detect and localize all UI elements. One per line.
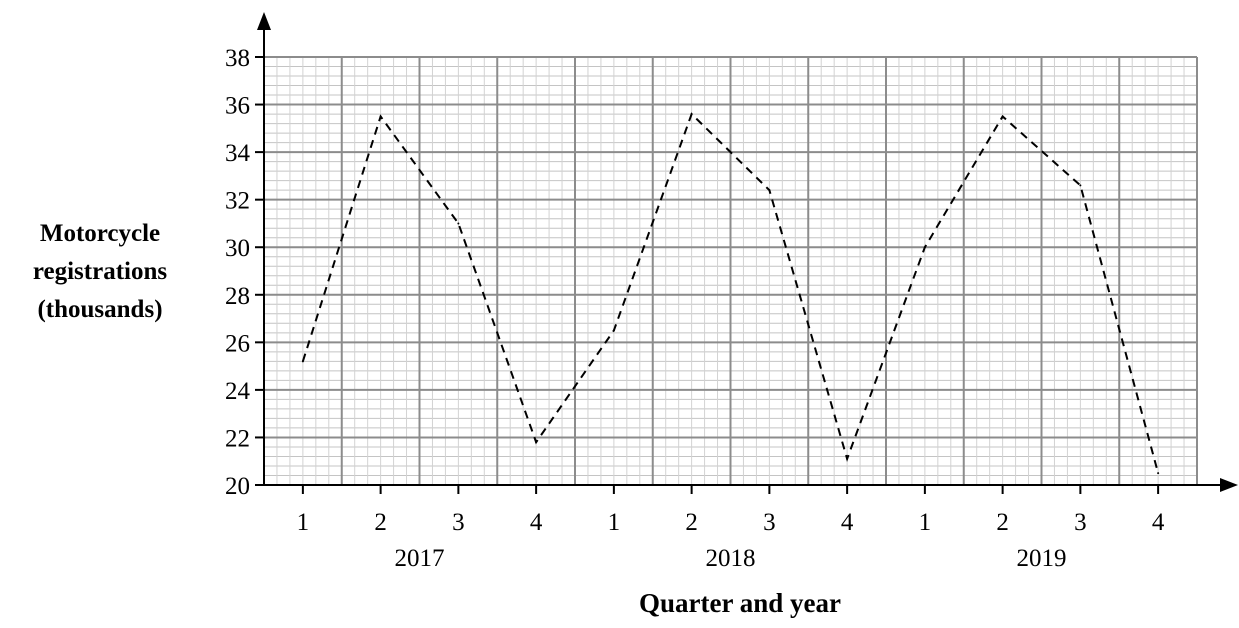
x-tick-label: 4 xyxy=(841,509,854,536)
y-tick-label: 24 xyxy=(225,378,251,405)
data-point xyxy=(379,115,382,118)
x-tick-labels: 1 2 3 4 1 2 3 4 1 2 3 4 xyxy=(297,485,1165,536)
x-tick-label: 4 xyxy=(530,509,543,536)
y-axis-label-line-1: Motorcycle xyxy=(40,220,160,247)
series-line xyxy=(301,112,1160,474)
x-tick-label: 3 xyxy=(1074,509,1087,536)
data-point xyxy=(457,222,460,225)
major-gridlines xyxy=(264,56,1198,485)
y-tick-label: 32 xyxy=(225,188,250,215)
x-tick-label: 2 xyxy=(996,509,1009,536)
x-tick-label: 3 xyxy=(452,509,465,536)
data-point xyxy=(301,360,304,363)
x-tick-label: 2 xyxy=(374,509,387,536)
x-tick-label: 3 xyxy=(763,509,776,536)
x-axis-arrow-icon xyxy=(1220,478,1238,492)
data-point xyxy=(846,457,849,460)
y-tick-label: 22 xyxy=(225,425,250,452)
x-tick-label: 1 xyxy=(608,509,621,536)
series-layer xyxy=(301,112,1160,475)
year-labels: 2017 2018 2019 xyxy=(395,545,1067,572)
x-tick-label: 1 xyxy=(919,509,932,536)
y-tick-label: 28 xyxy=(225,283,250,310)
data-point xyxy=(1157,472,1160,475)
data-point xyxy=(1079,184,1082,187)
data-point xyxy=(1001,115,1004,118)
y-axis-label-line-2: registrations xyxy=(33,258,168,285)
data-point xyxy=(535,441,538,444)
year-label: 2017 xyxy=(395,545,445,572)
y-tick-label: 26 xyxy=(225,330,250,357)
year-label: 2019 xyxy=(1017,545,1067,572)
y-axis-arrow-icon xyxy=(257,12,271,30)
y-tick-label: 38 xyxy=(225,45,250,72)
y-axis-label-line-3: (thousands) xyxy=(37,296,162,323)
data-point xyxy=(768,189,771,192)
y-tick-label: 36 xyxy=(225,93,250,120)
x-tick-label: 2 xyxy=(685,509,698,536)
data-point xyxy=(923,246,926,249)
x-tick-label: 1 xyxy=(297,509,310,536)
data-point xyxy=(612,329,615,332)
x-tick-label: 4 xyxy=(1152,509,1165,536)
y-tick-label: 30 xyxy=(225,235,250,262)
x-axis-label: Quarter and year xyxy=(639,588,841,618)
year-label: 2018 xyxy=(706,545,756,572)
data-point xyxy=(690,113,693,116)
y-tick-labels: 20 22 24 26 28 30 32 34 36 38 xyxy=(225,45,264,500)
axes xyxy=(257,12,1238,492)
y-tick-label: 34 xyxy=(225,140,251,167)
y-tick-label: 20 xyxy=(225,473,250,500)
